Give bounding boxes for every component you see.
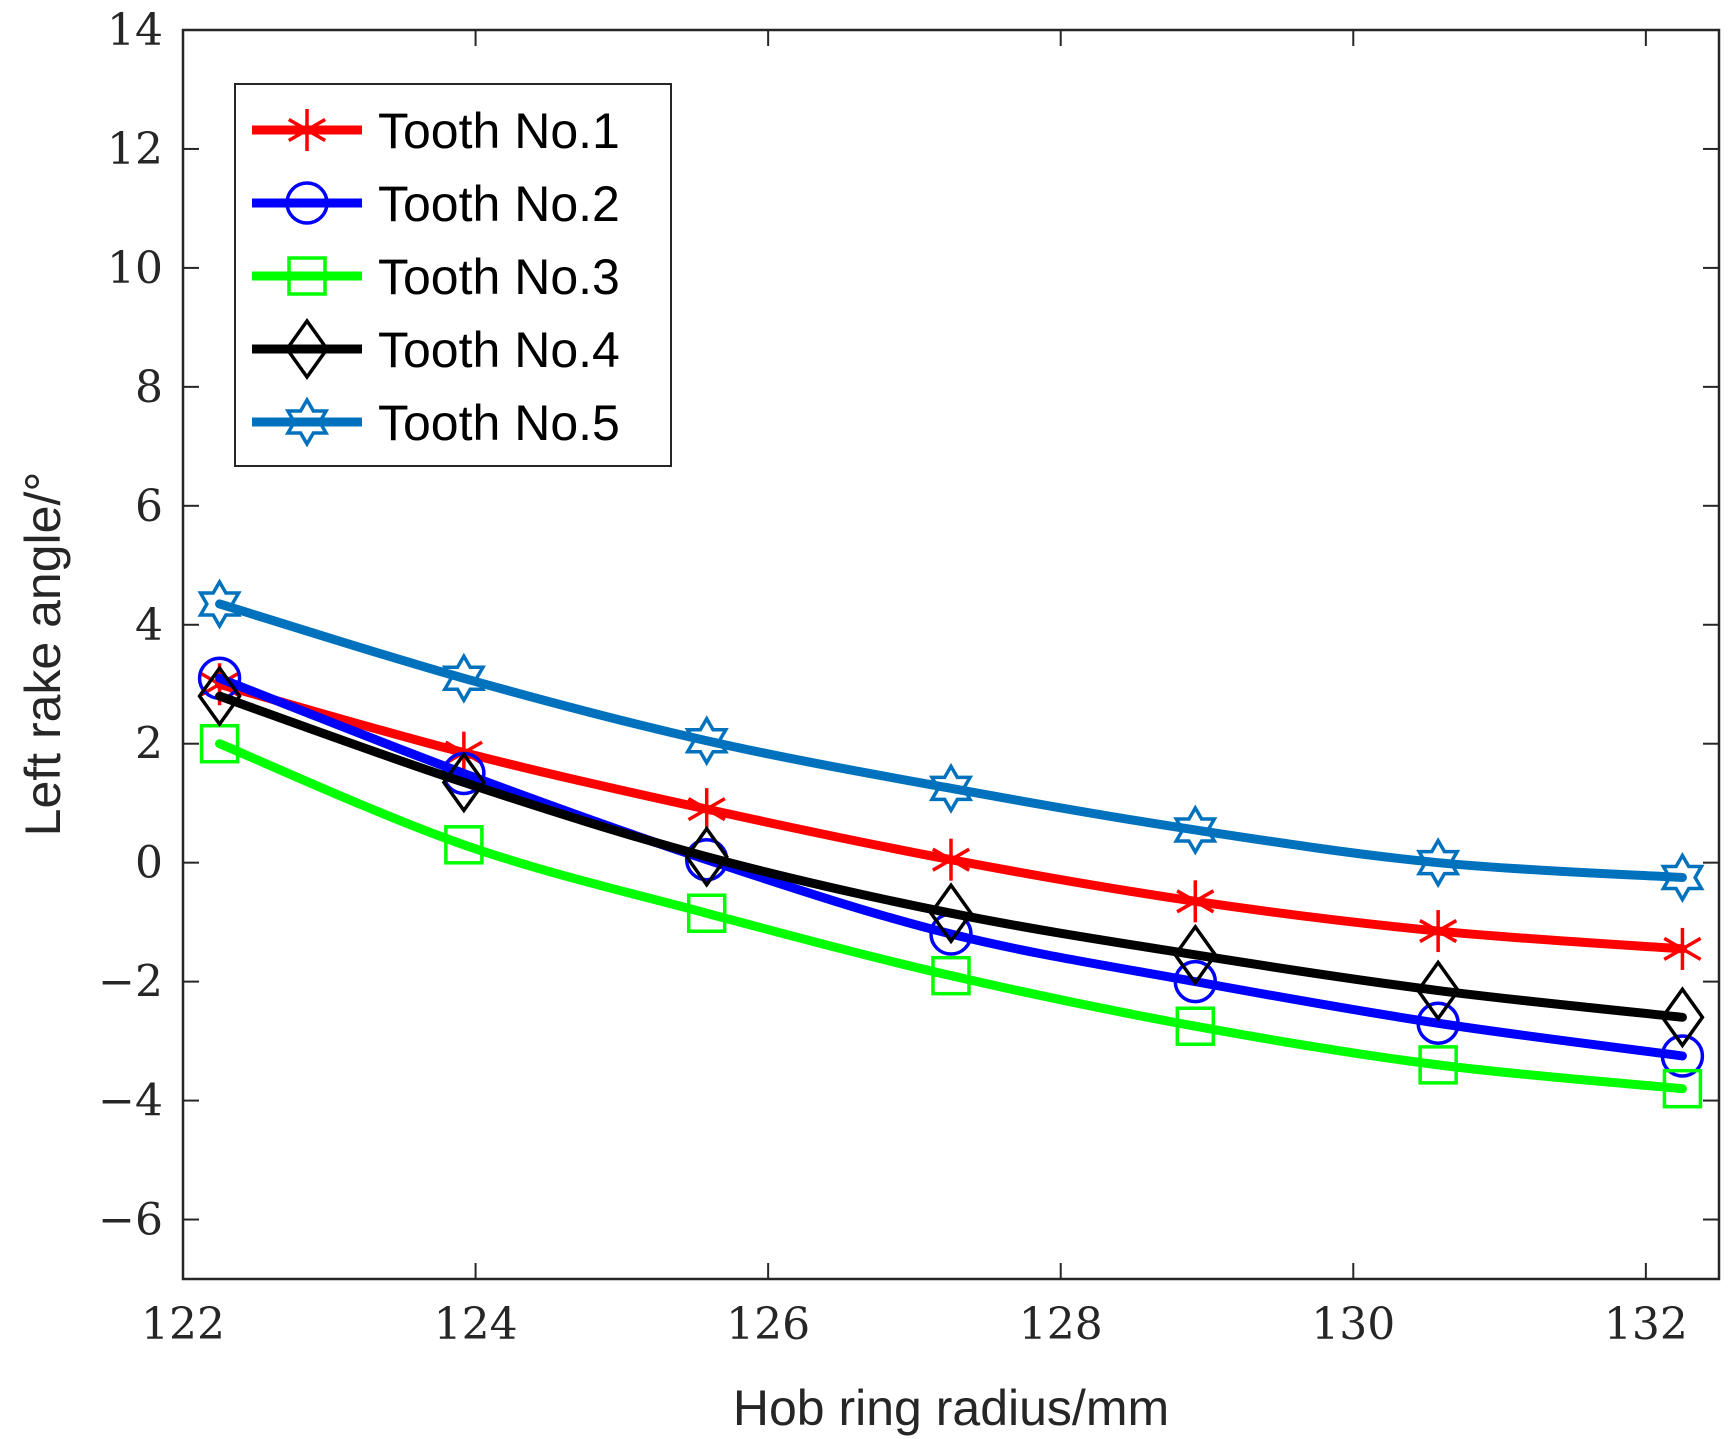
marker-diamond	[1660, 986, 1705, 1049]
marker-square	[1418, 1045, 1458, 1085]
y-tick-label: 8	[135, 362, 163, 413]
marker-diamond	[284, 317, 330, 381]
series-markers-tooth-4	[197, 665, 1705, 1049]
marker-circle	[1173, 959, 1218, 1004]
y-tick-label: 12	[107, 124, 163, 175]
y-tick-label: 6	[135, 481, 163, 532]
y-axis-title: Left rake angle/°	[15, 472, 71, 837]
y-tick-label: 14	[107, 5, 163, 56]
marker-square	[444, 825, 484, 865]
marker-hexagram	[1660, 852, 1705, 904]
legend: Tooth No.1 Tooth No.2 Tooth No.3 Tooth No.4…	[234, 83, 672, 467]
legend-label: Tooth No.3	[378, 249, 620, 305]
marker-asterisk	[931, 838, 971, 881]
x-tick-label: 126	[726, 1299, 810, 1350]
marker-hexagram	[284, 396, 330, 448]
marker-square	[686, 893, 727, 933]
marker-diamond	[441, 751, 487, 814]
marker-square	[1662, 1068, 1703, 1109]
legend-item-tooth-2: Tooth No.2	[252, 176, 620, 232]
y-tick-label: 2	[135, 719, 163, 770]
marker-hexagram	[441, 652, 486, 704]
marker-asterisk	[287, 109, 327, 151]
series-line-tooth-4	[215, 691, 1687, 1022]
marker-diamond	[197, 665, 242, 728]
y-axis-ticks: −6 −4 −2 0 2 4 6 8 10 12 14	[98, 5, 1719, 1246]
marker-diamond	[928, 882, 974, 945]
y-tick-label: −2	[98, 957, 163, 1008]
legend-item-tooth-5: Tooth No.5	[252, 395, 620, 451]
x-tick-label: 124	[434, 1299, 518, 1350]
marker-asterisk	[1663, 927, 1702, 970]
y-tick-label: 10	[107, 243, 163, 294]
marker-square	[1175, 1006, 1216, 1046]
x-tick-label: 132	[1604, 1299, 1688, 1350]
marker-hexagram	[928, 762, 974, 814]
marker-hexagram	[684, 715, 729, 767]
marker-hexagram	[197, 578, 242, 630]
y-tick-label: −4	[98, 1076, 163, 1127]
marker-square	[287, 256, 327, 296]
x-axis-ticks: 122 124 126 128 130 132	[141, 30, 1688, 1350]
series-layer	[197, 578, 1705, 1109]
x-tick-label: 122	[141, 1299, 225, 1350]
marker-diamond	[1415, 959, 1461, 1022]
y-tick-label: 0	[135, 838, 163, 889]
x-axis-title: Hob ring radius/mm	[733, 1380, 1169, 1436]
marker-hexagram	[1416, 837, 1461, 889]
legend-label: Tooth No.1	[378, 103, 620, 159]
y-tick-label: −6	[98, 1195, 163, 1246]
legend-item-tooth-1: Tooth No.1	[252, 103, 620, 159]
series-markers-tooth-5	[197, 578, 1705, 904]
marker-asterisk	[687, 788, 726, 831]
marker-diamond	[1173, 923, 1218, 986]
legend-item-tooth-4: Tooth No.4	[252, 317, 620, 381]
marker-circle	[285, 181, 329, 225]
legend-label: Tooth No.2	[378, 176, 620, 232]
series-line-tooth-3	[215, 739, 1687, 1094]
y-tick-label: 4	[135, 600, 163, 651]
marker-square	[931, 955, 971, 996]
marker-circle	[1416, 1001, 1460, 1046]
x-tick-label: 128	[1019, 1299, 1103, 1350]
marker-asterisk	[1419, 910, 1458, 953]
marker-circle	[1660, 1034, 1705, 1078]
legend-item-tooth-3: Tooth No.3	[252, 249, 620, 305]
legend-label: Tooth No.5	[378, 395, 620, 451]
series-line-tooth-2	[215, 673, 1687, 1061]
legend-label: Tooth No.4	[378, 322, 620, 378]
series-line-tooth-5	[215, 599, 1687, 883]
marker-hexagram	[1173, 804, 1218, 856]
marker-asterisk	[1176, 880, 1215, 923]
marker-diamond	[684, 825, 729, 888]
x-tick-label: 130	[1311, 1299, 1395, 1350]
